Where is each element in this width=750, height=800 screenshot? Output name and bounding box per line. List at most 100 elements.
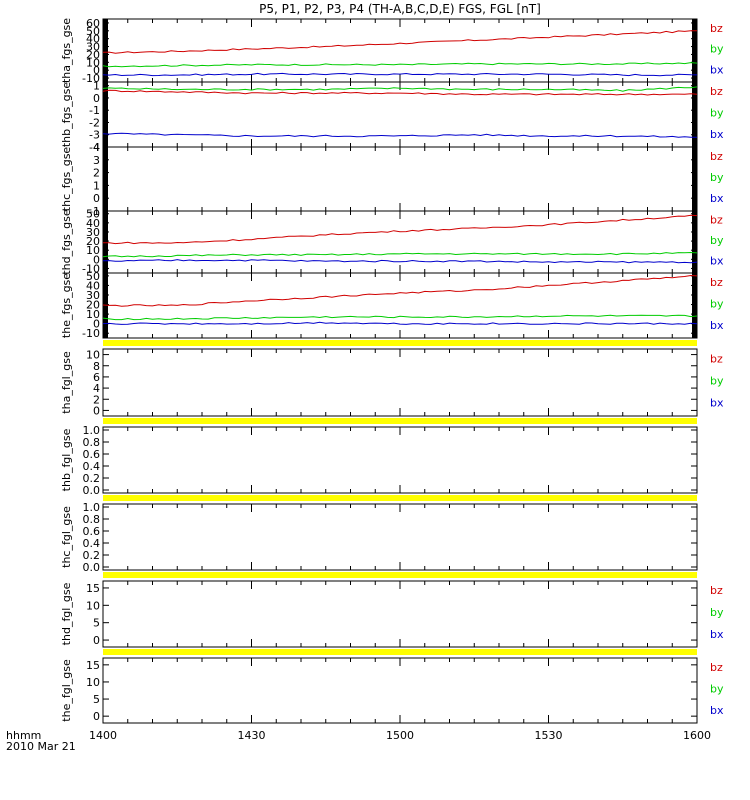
y-tick-label: 5 (93, 617, 100, 630)
right-edge-bar (692, 147, 697, 211)
y-tick-label: -2 (89, 116, 100, 129)
y-tick-label: 50 (86, 208, 100, 221)
chart-title: P5, P1, P2, P3, P4 (TH-A,B,C,D,E) FGS, F… (259, 2, 541, 16)
y-tick-label: -1 (89, 205, 100, 218)
y-tick-label: 40 (86, 217, 100, 230)
y-tick-label: 0.2 (83, 472, 101, 485)
y-axis-label: the_fgs_gse (60, 273, 73, 338)
series-line-by (102, 62, 698, 68)
x-tick-label: 1400 (89, 729, 117, 742)
legend-bx: bx (710, 128, 724, 141)
y-tick-label: 0.0 (83, 484, 101, 497)
panel-the_fgl_gse: 0 5 10 15 the_fgl_gse bz by bx (60, 649, 724, 724)
y-tick-label: 40 (86, 279, 100, 292)
series-line-bz (102, 89, 698, 96)
y-tick-label: -10 (82, 327, 100, 340)
y-tick-label: 3 (93, 154, 100, 167)
y-axis-label: thc_fgl_gse (60, 506, 73, 568)
y-tick-label: 0.4 (83, 537, 101, 550)
data-gap-bar (103, 495, 697, 501)
y-tick-label: -1 (89, 104, 100, 117)
data-gap-bar (103, 418, 697, 424)
series-line-bx (102, 72, 698, 77)
series-line-by (102, 86, 698, 92)
panel-frame (102, 426, 698, 494)
y-axis-label: tha_fgs_gse (60, 18, 73, 83)
legend-bx: bx (710, 628, 724, 641)
panel-frame (102, 657, 698, 724)
y-axis-label: the_fgl_gse (60, 659, 73, 722)
y-tick-label: 15 (86, 582, 100, 595)
panel-frame (102, 503, 698, 571)
right-edge-bar (692, 211, 697, 273)
y-tick-label: 0 (93, 318, 100, 331)
y-axis-label: thb_fgs_gse (60, 82, 73, 148)
y-axis-label: thd_fgl_gse (60, 582, 73, 645)
y-tick-label: 20 (86, 235, 100, 248)
y-tick-label: 5 (93, 693, 100, 706)
y-tick-label: 60 (86, 17, 100, 30)
time-axis: hhmm 2010 Mar 21 1400 1430 1500 1530 1600 (6, 729, 711, 753)
y-tick-label: 8 (93, 360, 100, 373)
y-tick-label: 10 (86, 599, 100, 612)
y-tick-label: 0.6 (83, 525, 101, 538)
legend-bx: bx (710, 704, 724, 717)
legend-by: by (710, 107, 724, 120)
time-axis-label: hhmm (6, 729, 41, 742)
panel-thb_fgl_gse: 0.00.20.40.60.81.0 thb_fgl_gse (60, 418, 698, 497)
legend-bz: bz (710, 214, 723, 227)
series-line-bz (102, 30, 698, 54)
right-edge-bar (692, 19, 697, 82)
y-tick-label: 30 (86, 41, 100, 54)
legend-bz: bz (710, 85, 723, 98)
legend-bx: bx (710, 255, 724, 268)
y-tick-label: 20 (86, 299, 100, 312)
panel-frame (102, 580, 698, 648)
y-tick-label: 50 (86, 25, 100, 38)
y-tick-label: 0.8 (83, 513, 101, 526)
series-line-bx (102, 132, 698, 138)
x-tick-label: 1430 (238, 729, 266, 742)
y-tick-label: 50 (86, 270, 100, 283)
legend-bz: bz (710, 352, 723, 365)
y-axis-label: thd_fgs_gse (60, 209, 73, 275)
legend-bz: bz (710, 150, 723, 163)
y-tick-label: 2 (93, 167, 100, 180)
y-tick-label: -10 (82, 262, 100, 275)
series-line-by (102, 251, 698, 258)
left-edge-bar (103, 19, 108, 82)
y-tick-label: 30 (86, 289, 100, 302)
y-tick-label: 0.8 (83, 436, 101, 449)
y-tick-label: 0 (93, 404, 100, 417)
y-tick-label: 0 (93, 192, 100, 205)
series-line-bx (102, 259, 698, 264)
data-gap-bar (103, 649, 697, 655)
y-tick-label: 0 (93, 64, 100, 77)
time-axis-date: 2010 Mar 21 (6, 740, 76, 753)
y-tick-label: 0.0 (83, 561, 101, 574)
y-tick-label: 0 (93, 634, 100, 647)
left-edge-bar (103, 211, 108, 273)
left-edge-bar (103, 82, 108, 147)
y-tick-label: 40 (86, 33, 100, 46)
y-tick-label: 1.0 (83, 501, 101, 514)
y-tick-label: 10 (86, 244, 100, 257)
y-axis-label: thb_fgl_gse (60, 428, 73, 491)
legend-bx: bx (710, 319, 724, 332)
panel-thb_fgs_gse: -4-3-2-101 thb_fgs_gse bz by bx (60, 80, 724, 154)
x-tick-label: 1600 (683, 729, 711, 742)
y-axis-label: tha_fgl_gse (60, 351, 73, 414)
legend-bx: bx (710, 63, 724, 76)
y-tick-label: -3 (89, 129, 100, 142)
series-line-bx (102, 321, 698, 325)
y-tick-label: 4 (93, 141, 100, 154)
y-tick-label: 10 (86, 56, 100, 69)
y-tick-label: 10 (86, 349, 100, 362)
series-line-by (102, 314, 698, 321)
